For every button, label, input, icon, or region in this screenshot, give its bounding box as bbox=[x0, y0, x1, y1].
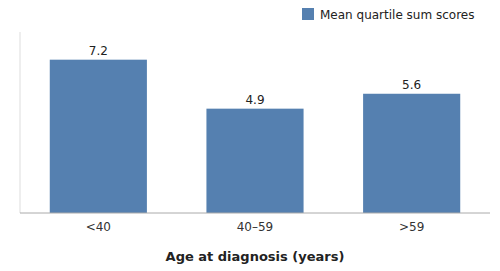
legend-swatch bbox=[302, 8, 314, 20]
chart-container: 7.2 4.9 5.6 <40 40–59 >59 Age at diagnosis (ye… bbox=[0, 0, 500, 271]
bar bbox=[50, 60, 147, 213]
x-tick-label: <40 bbox=[86, 220, 111, 234]
x-tick-label: 40–59 bbox=[237, 220, 274, 234]
legend: Mean quartile sum scores bbox=[302, 8, 474, 22]
legend-label: Mean quartile sum scores bbox=[320, 8, 474, 22]
data-labels: 7.2 4.9 5.6 bbox=[89, 44, 421, 107]
bar bbox=[206, 109, 303, 213]
data-label: 5.6 bbox=[402, 78, 421, 92]
chart: 7.2 4.9 5.6 <40 40–59 >59 Age at diagnosis (ye… bbox=[0, 0, 500, 271]
bar bbox=[363, 94, 460, 213]
x-axis-label: Age at diagnosis (years) bbox=[166, 249, 345, 264]
y-axis-line bbox=[20, 32, 21, 213]
bars bbox=[50, 60, 460, 213]
x-tick-label: >59 bbox=[399, 220, 424, 234]
x-axis-line bbox=[20, 213, 490, 214]
data-label: 4.9 bbox=[245, 93, 264, 107]
data-label: 7.2 bbox=[89, 44, 108, 58]
